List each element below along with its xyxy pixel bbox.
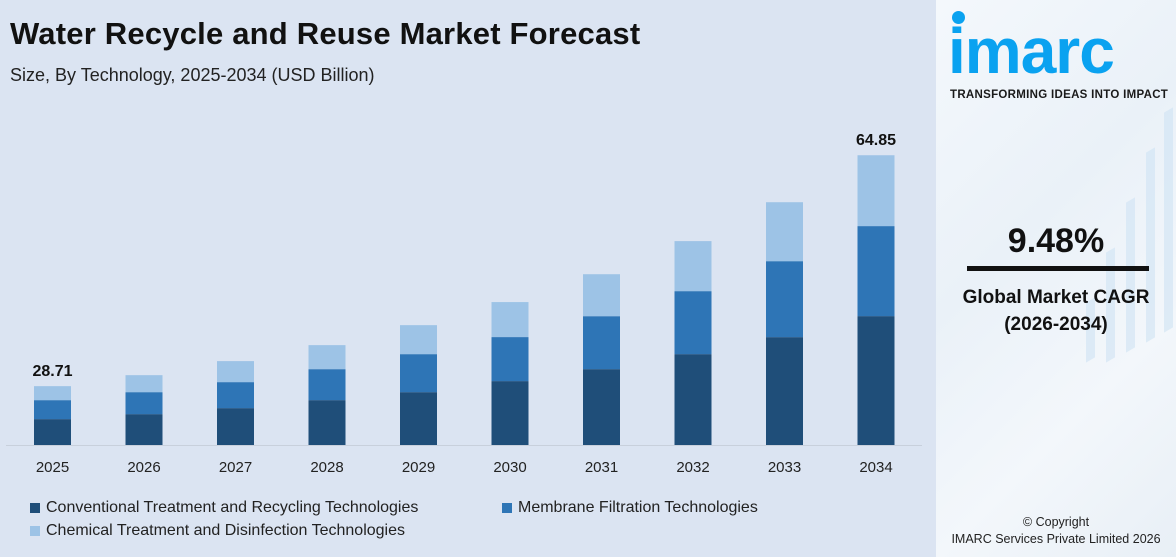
x-tick-label: 2028 (310, 459, 343, 476)
bar-segment-2033-3 (766, 202, 803, 262)
bar-segment-2032-3 (674, 241, 712, 292)
bar-segment-2034-3 (857, 155, 895, 227)
bar-segment-2028-2 (308, 369, 346, 401)
stacked-bar-chart: 2025 28.71 2026 2027 2028 2029 2030 2031 2032 203… (6, 132, 922, 476)
bar-segment-2033-2 (766, 261, 803, 338)
bar-segment-2030-3 (491, 302, 529, 338)
x-tick-label: 2032 (676, 459, 709, 476)
cagr-label-text: Global Market CAGR (962, 287, 1150, 308)
bar-segment-2031-1 (583, 369, 620, 445)
bar-segment-2027-1 (217, 408, 254, 445)
x-tick-label: 2029 (402, 459, 435, 476)
legend-item-membrane: Membrane Filtration Technologies (502, 498, 758, 517)
bar-segment-2030-2 (491, 337, 529, 382)
data-label-2034: 64.85 (856, 132, 896, 149)
bar-segment-2034-2 (857, 226, 895, 317)
x-tick-label: 2030 (493, 459, 526, 476)
bar-segment-2026-2 (125, 392, 163, 415)
cagr-value: 9.48% (1007, 222, 1105, 260)
copyright: © Copyright IMARC Services Private Limite… (936, 514, 1176, 548)
legend-item-conventional: Conventional Treatment and Recycling Tec… (30, 498, 418, 517)
imarc-logo: imarc (948, 15, 1115, 87)
bar-segment-2032-1 (674, 354, 712, 445)
bar-segment-2028-1 (308, 400, 346, 445)
chart-subtitle: Size, By Technology, 2025-2034 (USD Bill… (10, 65, 375, 85)
bar-segment-2030-1 (491, 381, 529, 445)
cagr-label: Global Market CAGR (2026-2034) (936, 284, 1176, 338)
x-tick-label: 2033 (768, 459, 801, 476)
cagr-period: (2026-2034) (1004, 314, 1108, 335)
bar-segment-2032-2 (674, 291, 712, 355)
bar-segment-2025-3 (34, 386, 71, 401)
legend-swatch (30, 502, 40, 513)
x-tick-label: 2031 (585, 459, 618, 476)
data-label-2025: 28.71 (32, 363, 72, 380)
legend-label: Membrane Filtration Technologies (518, 499, 758, 516)
bar-segment-2025-2 (34, 400, 71, 420)
bar-segment-2029-1 (400, 392, 437, 445)
bar-segment-2029-3 (400, 325, 437, 355)
bar-segment-2031-3 (583, 274, 620, 317)
x-tick-label: 2026 (127, 459, 160, 476)
bar-segment-2028-3 (308, 345, 346, 370)
bar-segment-2033-1 (766, 337, 803, 445)
tagline: TRANSFORMING IDEAS INTO IMPACT (950, 89, 1169, 101)
legend-swatch (30, 525, 40, 536)
bar-segment-2034-1 (857, 316, 895, 445)
bar-segment-2026-1 (125, 414, 163, 445)
bar-segment-2027-2 (217, 382, 254, 409)
logo-dot (952, 11, 965, 24)
bar-segment-2025-1 (34, 419, 71, 445)
copyright-text: © Copyright (1022, 515, 1090, 529)
chart-title: Water Recycle and Reuse Market Forecast (10, 16, 641, 51)
x-tick-label: 2027 (219, 459, 252, 476)
chart-panel: Water Recycle and Reuse Market Forecast … (6, 16, 922, 540)
legend-label: Chemical Treatment and Disinfection Tech… (46, 522, 406, 539)
bar-segment-2026-3 (125, 375, 163, 393)
legend-label: Conventional Treatment and Recycling Tec… (46, 499, 419, 516)
divider (967, 266, 1149, 271)
x-tick-label: 2025 (36, 459, 69, 476)
info-panel: imarc TRANSFORMING IDEAS INTO IMPACT 9.4… (936, 0, 1176, 557)
bar-segment-2027-3 (217, 361, 254, 383)
legend-swatch (502, 502, 512, 513)
bar-segment-2029-2 (400, 354, 437, 393)
company-name: IMARC Services Private Limited 2026 (951, 532, 1161, 546)
bar-segment-2031-2 (583, 316, 620, 370)
x-tick-label: 2034 (859, 459, 892, 476)
legend-item-chemical: Chemical Treatment and Disinfection Tech… (30, 521, 405, 540)
